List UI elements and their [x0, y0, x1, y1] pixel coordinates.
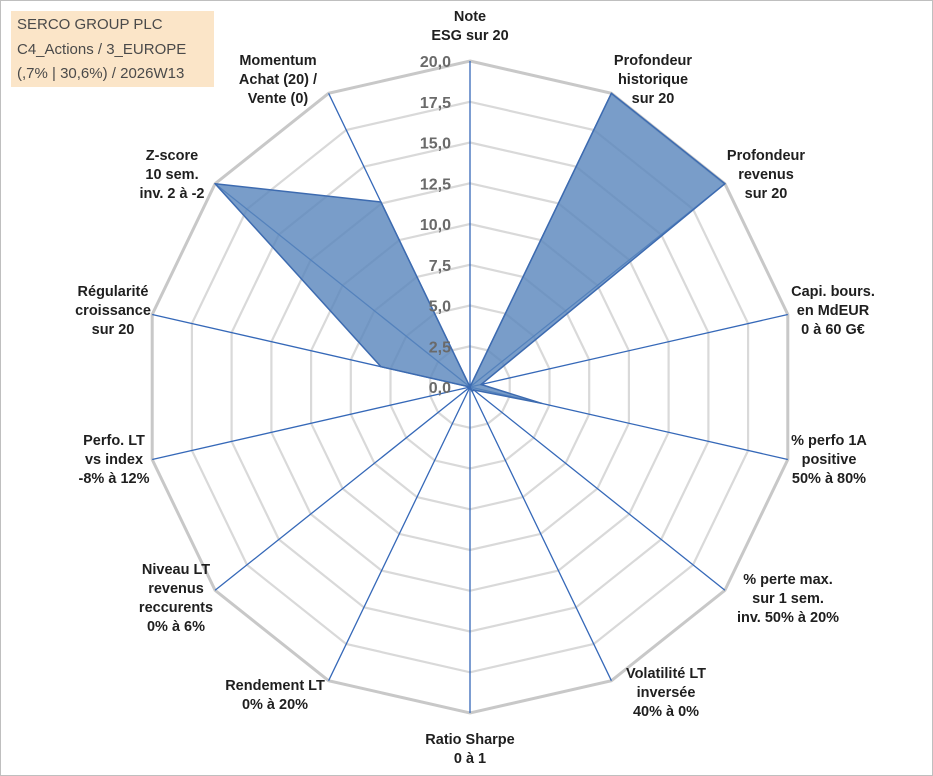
axis-label-4-line-0: % perfo 1A: [791, 433, 867, 449]
axis-label-2: Profondeur revenus sur 20: [727, 148, 805, 202]
axis-label-1-line-2: sur 20: [632, 91, 675, 107]
data-point-5: [473, 389, 475, 391]
tick-label-3: 7,5: [429, 258, 451, 275]
axis-label-4-line-2: 50% à 80%: [792, 471, 866, 487]
axis-label-3: Capi. bours. en MdEUR 0 à 60 G€: [791, 284, 875, 338]
axis-label-13-line-1: Achat (20) /: [239, 72, 317, 88]
data-point-12: [214, 182, 216, 185]
spoke-5: [469, 386, 726, 591]
axis-label-10-line-1: vs index: [85, 452, 143, 468]
axis-label-6-line-0: Volatilité LT: [626, 666, 706, 682]
data-point-13: [380, 201, 382, 203]
tick-label-4: 10,0: [420, 217, 451, 234]
spoke-8: [328, 386, 471, 681]
axis-label-6-line-1: inversée: [637, 685, 696, 701]
tick-label-2: 5,0: [429, 299, 451, 316]
axis-label-8-line-1: 0% à 20%: [242, 697, 308, 713]
axis-label-12-line-1: 10 sem.: [145, 167, 198, 183]
data-point-6: [471, 390, 473, 393]
title-line-category: C4_Actions / 3_EUROPE: [17, 40, 187, 58]
axis-label-2-line-0: Profondeur: [727, 148, 805, 164]
axis-label-13-line-0: Momentum: [239, 53, 316, 69]
axis-label-7-line-0: Ratio Sharpe: [425, 732, 514, 748]
tick-label-8: 20,0: [420, 54, 451, 71]
axis-label-11-line-1: croissance: [75, 303, 151, 319]
axis-label-5-line-2: inv. 50% à 20%: [737, 610, 839, 626]
axis-label-0-line-0: Note: [454, 9, 486, 25]
axis-label-9-line-0: Niveau LT: [142, 562, 210, 578]
axis-label-6: Volatilité LT inversée 40% à 0%: [626, 666, 706, 720]
tick-label-1: 2,5: [429, 339, 451, 356]
axis-label-11-line-0: Régularité: [78, 284, 149, 300]
series-area: [214, 92, 726, 405]
data-point-11: [380, 365, 382, 368]
axis-label-10: Perfo. LT vs index -8% à 12%: [79, 433, 150, 487]
tick-label-7: 17,5: [420, 95, 451, 112]
axis-label-3-line-0: Capi. bours.: [791, 284, 875, 300]
axis-label-3-line-1: en MdEUR: [797, 303, 870, 319]
axis-label-9-line-2: reccurents: [139, 600, 213, 616]
radar-tick-labels: 0,0 2,5 5,0 7,5 10,0 12,5 15,0 17,5 20,0: [420, 54, 451, 397]
axis-label-12-line-2: inv. 2 à -2: [139, 186, 204, 202]
tick-label-6: 15,0: [420, 136, 451, 153]
tick-label-0: 0,0: [429, 380, 451, 397]
axis-label-8-line-0: Rendement LT: [225, 678, 325, 694]
axis-label-0-line-1: ESG sur 20: [431, 28, 508, 44]
axis-label-5-line-0: % perte max.: [743, 572, 832, 588]
axis-label-5-line-1: sur 1 sem.: [752, 591, 824, 607]
title-line-stats: (,7% | 30,6%) / 2026W13: [17, 65, 185, 82]
axis-label-12-line-0: Z-score: [146, 148, 198, 164]
radar-axis-labels: Note ESG sur 20 Profondeur historique sur 20…: [75, 9, 875, 767]
spoke-6: [469, 386, 612, 681]
axis-label-1-line-0: Profondeur: [614, 53, 692, 69]
axis-label-9-line-3: 0% à 6%: [147, 619, 205, 635]
tick-label-5: 12,5: [420, 176, 451, 193]
data-point-3: [480, 383, 482, 386]
axis-label-11: Régularité croissance sur 20: [75, 284, 151, 338]
data-point-4: [540, 402, 543, 405]
axis-label-2-line-1: revenus: [738, 167, 794, 183]
axis-label-11-line-2: sur 20: [92, 322, 135, 338]
chart-title-box: SERCO GROUP PLC C4_Actions / 3_EUROPE (,…: [11, 11, 214, 87]
spoke-10: [152, 386, 471, 461]
data-point-10: [469, 386, 471, 388]
axis-label-7-line-1: 0 à 1: [454, 751, 486, 767]
data-point-1: [610, 92, 613, 95]
axis-label-0: Note ESG sur 20: [431, 9, 508, 44]
axis-label-1-line-1: historique: [618, 72, 688, 88]
radar-series: [214, 92, 726, 405]
axis-label-9: Niveau LT revenus reccurents 0% à 6%: [139, 562, 213, 635]
axis-label-4-line-1: positive: [802, 452, 857, 468]
data-point-2: [724, 182, 726, 185]
axis-label-10-line-2: -8% à 12%: [79, 471, 150, 487]
spoke-3: [469, 313, 788, 388]
axis-label-1: Profondeur historique sur 20: [614, 53, 692, 107]
spoke-9: [214, 386, 471, 591]
axis-label-3-line-2: 0 à 60 G€: [801, 322, 865, 338]
axis-label-13-line-2: Vente (0): [248, 91, 309, 107]
axis-label-7: Ratio Sharpe 0 à 1: [425, 732, 514, 767]
axis-label-5: % perte max. sur 1 sem. inv. 50% à 20%: [737, 572, 839, 626]
axis-label-6-line-2: 40% à 0%: [633, 704, 699, 720]
title-line-company: SERCO GROUP PLC: [17, 16, 163, 33]
axis-label-9-line-1: revenus: [148, 581, 204, 597]
axis-label-8: Rendement LT 0% à 20%: [225, 678, 325, 713]
axis-label-10-line-0: Perfo. LT: [83, 433, 145, 449]
axis-label-4: % perfo 1A positive 50% à 80%: [791, 433, 867, 487]
axis-label-2-line-2: sur 20: [745, 186, 788, 202]
axis-label-12: Z-score 10 sem. inv. 2 à -2: [139, 148, 204, 202]
axis-label-13: Momentum Achat (20) / Vente (0): [239, 53, 317, 107]
